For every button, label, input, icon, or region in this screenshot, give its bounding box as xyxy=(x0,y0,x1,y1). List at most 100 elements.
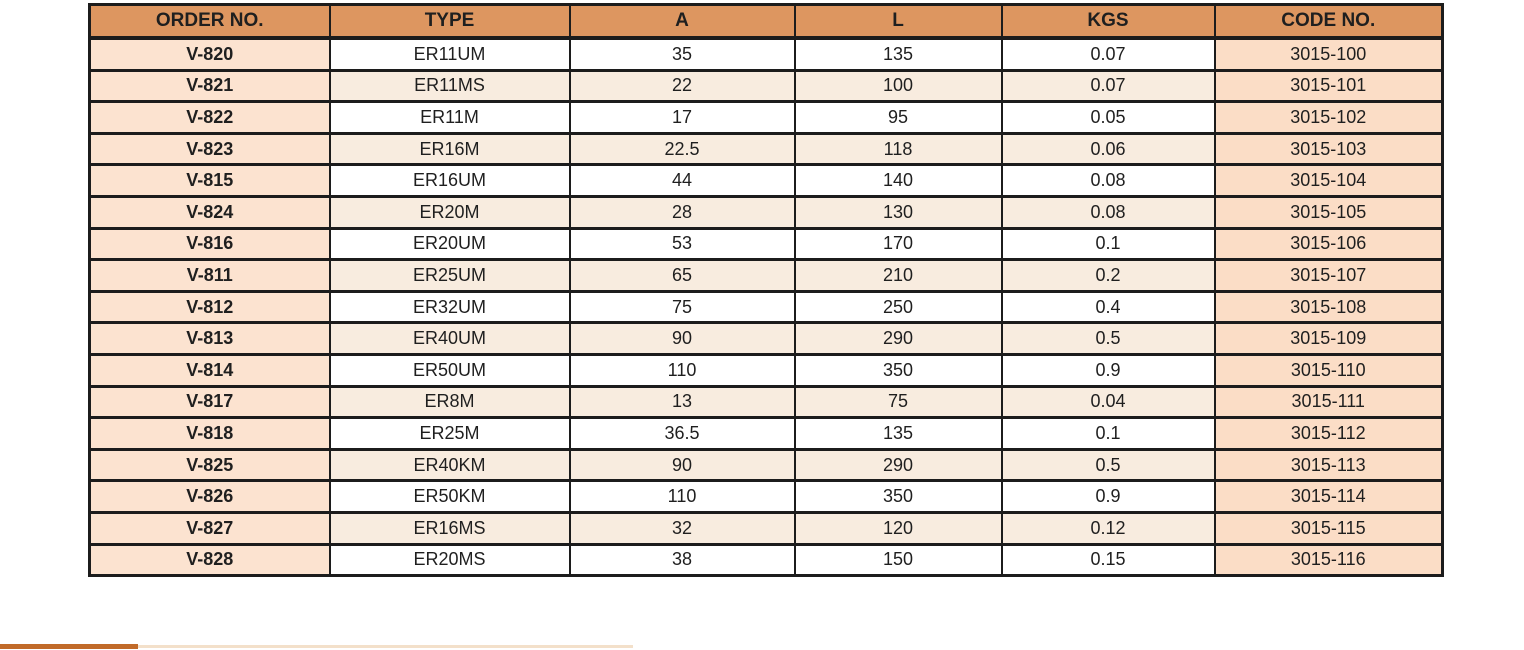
kgs-cell: 0.15 xyxy=(1000,542,1216,578)
a-cell: 90 xyxy=(568,447,796,483)
kgs-cell: 0.4 xyxy=(1000,289,1216,325)
code-no-cell: 3015-108 xyxy=(1213,289,1444,325)
code-no-cell: 3015-112 xyxy=(1213,416,1444,451)
table-row: V-818 ER25M 36.5 135 0.1 3015-112 xyxy=(88,416,1444,451)
a-cell: 13 xyxy=(568,384,796,420)
l-cell: 290 xyxy=(793,321,1003,356)
table-row: V-824 ER20M 28 130 0.08 3015-105 xyxy=(88,194,1444,230)
order-no-cell: V-826 xyxy=(88,479,331,514)
kgs-cell: 0.2 xyxy=(1000,258,1216,293)
order-no-cell: V-812 xyxy=(88,289,331,325)
type-cell: ER40KM xyxy=(328,447,571,483)
l-cell: 135 xyxy=(793,416,1003,451)
type-cell: ER16MS xyxy=(328,510,571,546)
table-row: V-826 ER50KM 110 350 0.9 3015-114 xyxy=(88,479,1444,514)
table-header-row: ORDER NO. TYPE A L KGS CODE NO. xyxy=(88,3,1444,40)
a-cell: 36.5 xyxy=(568,416,796,451)
type-cell: ER11M xyxy=(328,100,571,135)
order-no-cell: V-821 xyxy=(88,68,331,104)
type-cell: ER50KM xyxy=(328,479,571,514)
a-cell: 28 xyxy=(568,194,796,230)
code-no-cell: 3015-115 xyxy=(1213,510,1444,546)
code-no-cell: 3015-107 xyxy=(1213,258,1444,293)
l-cell: 100 xyxy=(793,68,1003,104)
a-cell: 35 xyxy=(568,36,796,72)
code-no-cell: 3015-104 xyxy=(1213,163,1444,198)
code-no-cell: 3015-100 xyxy=(1213,36,1444,72)
kgs-cell: 0.04 xyxy=(1000,384,1216,420)
a-cell: 65 xyxy=(568,258,796,293)
table-row: V-828 ER20MS 38 150 0.15 3015-116 xyxy=(88,542,1444,578)
type-cell: ER50UM xyxy=(328,352,571,388)
a-cell: 38 xyxy=(568,542,796,578)
code-no-cell: 3015-109 xyxy=(1213,321,1444,356)
type-cell: ER32UM xyxy=(328,289,571,325)
code-no-cell: 3015-105 xyxy=(1213,194,1444,230)
kgs-cell: 0.12 xyxy=(1000,510,1216,546)
table-row: V-825 ER40KM 90 290 0.5 3015-113 xyxy=(88,447,1444,483)
a-cell: 32 xyxy=(568,510,796,546)
code-no-cell: 3015-106 xyxy=(1213,226,1444,262)
a-cell: 110 xyxy=(568,352,796,388)
l-cell: 290 xyxy=(793,447,1003,483)
table-row: V-820 ER11UM 35 135 0.07 3015-100 xyxy=(88,36,1444,72)
a-cell: 75 xyxy=(568,289,796,325)
l-cell: 150 xyxy=(793,542,1003,578)
a-cell: 44 xyxy=(568,163,796,198)
l-cell: 120 xyxy=(793,510,1003,546)
a-cell: 53 xyxy=(568,226,796,262)
table-row: V-823 ER16M 22.5 118 0.06 3015-103 xyxy=(88,131,1444,167)
type-cell: ER8M xyxy=(328,384,571,420)
kgs-cell: 0.5 xyxy=(1000,447,1216,483)
kgs-cell: 0.06 xyxy=(1000,131,1216,167)
table-row: V-817 ER8M 13 75 0.04 3015-111 xyxy=(88,384,1444,420)
order-no-cell: V-822 xyxy=(88,100,331,135)
l-cell: 95 xyxy=(793,100,1003,135)
order-no-cell: V-820 xyxy=(88,36,331,72)
kgs-cell: 0.9 xyxy=(1000,352,1216,388)
table-row: V-822 ER11M 17 95 0.05 3015-102 xyxy=(88,100,1444,135)
table-row: V-812 ER32UM 75 250 0.4 3015-108 xyxy=(88,289,1444,325)
header-code-no: CODE NO. xyxy=(1213,3,1444,40)
l-cell: 210 xyxy=(793,258,1003,293)
kgs-cell: 0.05 xyxy=(1000,100,1216,135)
kgs-cell: 0.07 xyxy=(1000,68,1216,104)
kgs-cell: 0.9 xyxy=(1000,479,1216,514)
a-cell: 110 xyxy=(568,479,796,514)
order-no-cell: V-828 xyxy=(88,542,331,578)
kgs-cell: 0.08 xyxy=(1000,194,1216,230)
l-cell: 170 xyxy=(793,226,1003,262)
l-cell: 75 xyxy=(793,384,1003,420)
l-cell: 350 xyxy=(793,352,1003,388)
l-cell: 250 xyxy=(793,289,1003,325)
type-cell: ER25UM xyxy=(328,258,571,293)
order-no-cell: V-813 xyxy=(88,321,331,356)
order-no-cell: V-811 xyxy=(88,258,331,293)
collet-chuck-spec-table: ORDER NO. TYPE A L KGS CODE NO. V-820 ER1… xyxy=(88,3,1444,578)
l-cell: 130 xyxy=(793,194,1003,230)
type-cell: ER40UM xyxy=(328,321,571,356)
type-cell: ER20UM xyxy=(328,226,571,262)
type-cell: ER16UM xyxy=(328,163,571,198)
code-no-cell: 3015-110 xyxy=(1213,352,1444,388)
table-row: V-813 ER40UM 90 290 0.5 3015-109 xyxy=(88,321,1444,356)
l-cell: 118 xyxy=(793,131,1003,167)
header-type: TYPE xyxy=(328,3,571,40)
order-no-cell: V-814 xyxy=(88,352,331,388)
a-cell: 90 xyxy=(568,321,796,356)
header-a: A xyxy=(568,3,796,40)
code-no-cell: 3015-101 xyxy=(1213,68,1444,104)
header-kgs: KGS xyxy=(1000,3,1216,40)
type-cell: ER16M xyxy=(328,131,571,167)
l-cell: 140 xyxy=(793,163,1003,198)
code-no-cell: 3015-103 xyxy=(1213,131,1444,167)
code-no-cell: 3015-116 xyxy=(1213,542,1444,578)
order-no-cell: V-827 xyxy=(88,510,331,546)
header-l: L xyxy=(793,3,1003,40)
type-cell: ER20MS xyxy=(328,542,571,578)
header-order-no: ORDER NO. xyxy=(88,3,331,40)
table-row: V-816 ER20UM 53 170 0.1 3015-106 xyxy=(88,226,1444,262)
l-cell: 350 xyxy=(793,479,1003,514)
cutoff-bottom-strip-peach xyxy=(138,645,633,648)
